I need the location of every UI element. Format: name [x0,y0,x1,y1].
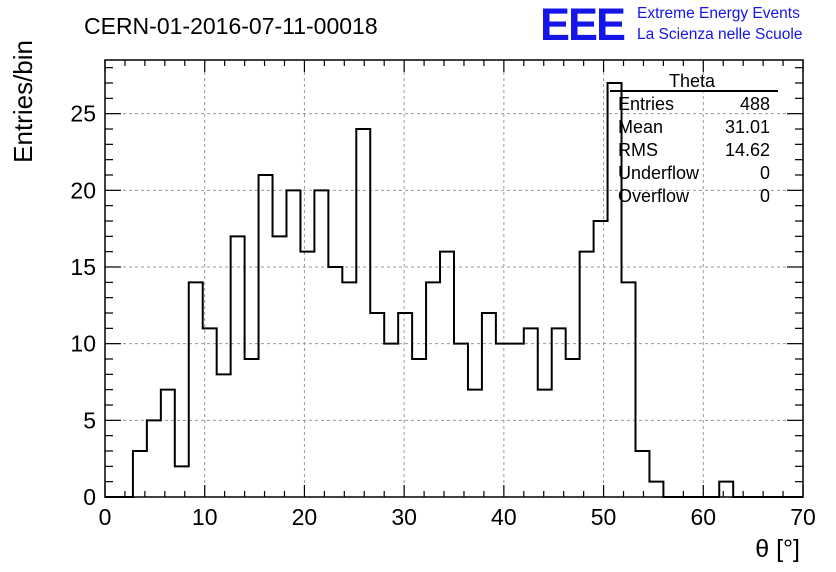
x-tick-label-20: 20 [292,504,318,530]
chart-title: CERN-01-2016-07-11-00018 [84,13,378,39]
histogram-bin-2 [133,451,147,497]
stats-label-underflow: Underflow [618,163,700,183]
histogram-bin-3 [147,420,161,497]
y-tick-label-5: 5 [83,407,96,433]
eee-logo-mark: EEE [540,0,625,50]
stats-label-rms: RMS [618,140,658,160]
histogram-bin-26 [468,390,482,497]
histogram-bin-11 [259,175,273,497]
histogram-bin-10 [245,359,259,497]
histogram-bin-18 [356,129,370,497]
x-tick-label-60: 60 [690,504,716,530]
histogram-bin-39 [649,482,663,497]
histogram-bin-23 [426,282,440,497]
histogram-bin-32 [552,328,566,497]
stats-box: Theta Entries 488 Mean 31.01 RMS 14.62 Underfl… [610,71,778,206]
y-axis-label: Entries/bin [8,40,38,163]
histogram-bin-12 [273,236,287,497]
histogram-bin-35 [594,221,608,497]
histogram-bin-30 [524,328,538,497]
histogram-bin-20 [384,344,398,497]
stats-value-rms: 14.62 [725,140,770,160]
x-tick-label-0: 0 [99,504,112,530]
y-tick-label-10: 10 [70,331,96,357]
histogram-bin-6 [189,282,203,497]
histogram-bin-17 [342,282,356,497]
y-tick-label-25: 25 [70,101,96,127]
histogram-bin-7 [203,328,217,497]
tick-labels: 0 10 20 30 40 50 60 70 0 5 10 15 20 25 [70,101,815,530]
histogram-bin-16 [328,267,342,497]
stats-value-underflow: 0 [760,163,770,183]
stats-box-title: Theta [669,71,716,91]
eee-logo: EEE Extreme Energy Events La Scienza nel… [540,0,802,50]
plot-frame [104,59,804,498]
x-tick-label-10: 10 [192,504,218,530]
histogram-bin-9 [231,236,245,497]
stats-value-overflow: 0 [760,186,770,206]
eee-logo-line1: Extreme Energy Events [637,5,800,22]
histogram-bin-31 [538,390,552,497]
x-tick-label-50: 50 [591,504,617,530]
stats-label-entries: Entries [618,94,674,114]
histogram-bin-24 [440,252,454,497]
histogram-bin-37 [622,282,636,497]
histogram-outline [105,82,803,498]
x-tick-label-30: 30 [391,504,417,530]
histogram-bin-8 [217,374,231,497]
histogram-bin-21 [398,313,412,497]
stats-label-mean: Mean [618,117,663,137]
x-tick-label-40: 40 [491,504,517,530]
histogram-bin-44 [719,482,733,497]
x-tick-label-70: 70 [790,504,816,530]
histogram-bin-22 [412,359,426,497]
y-tick-label-15: 15 [70,254,96,280]
histogram-bin-34 [580,252,594,497]
histogram-bin-14 [300,252,314,497]
stats-label-overflow: Overflow [618,186,690,206]
histogram-bars [105,82,803,498]
x-axis-label: θ [°] [755,535,800,563]
eee-logo-line2: La Scienza nelle Scuole [637,26,802,43]
histogram-bin-27 [482,313,496,497]
histogram-bin-38 [635,451,649,497]
axes [104,59,804,498]
y-tick-label-0: 0 [83,484,96,510]
histogram-bin-19 [370,313,384,497]
y-tick-label-20: 20 [70,177,96,203]
stats-value-mean: 31.01 [725,117,770,137]
histogram-bin-5 [175,466,189,497]
histogram-bin-4 [161,390,175,497]
histogram-bin-33 [566,359,580,497]
stats-value-entries: 488 [740,94,770,114]
